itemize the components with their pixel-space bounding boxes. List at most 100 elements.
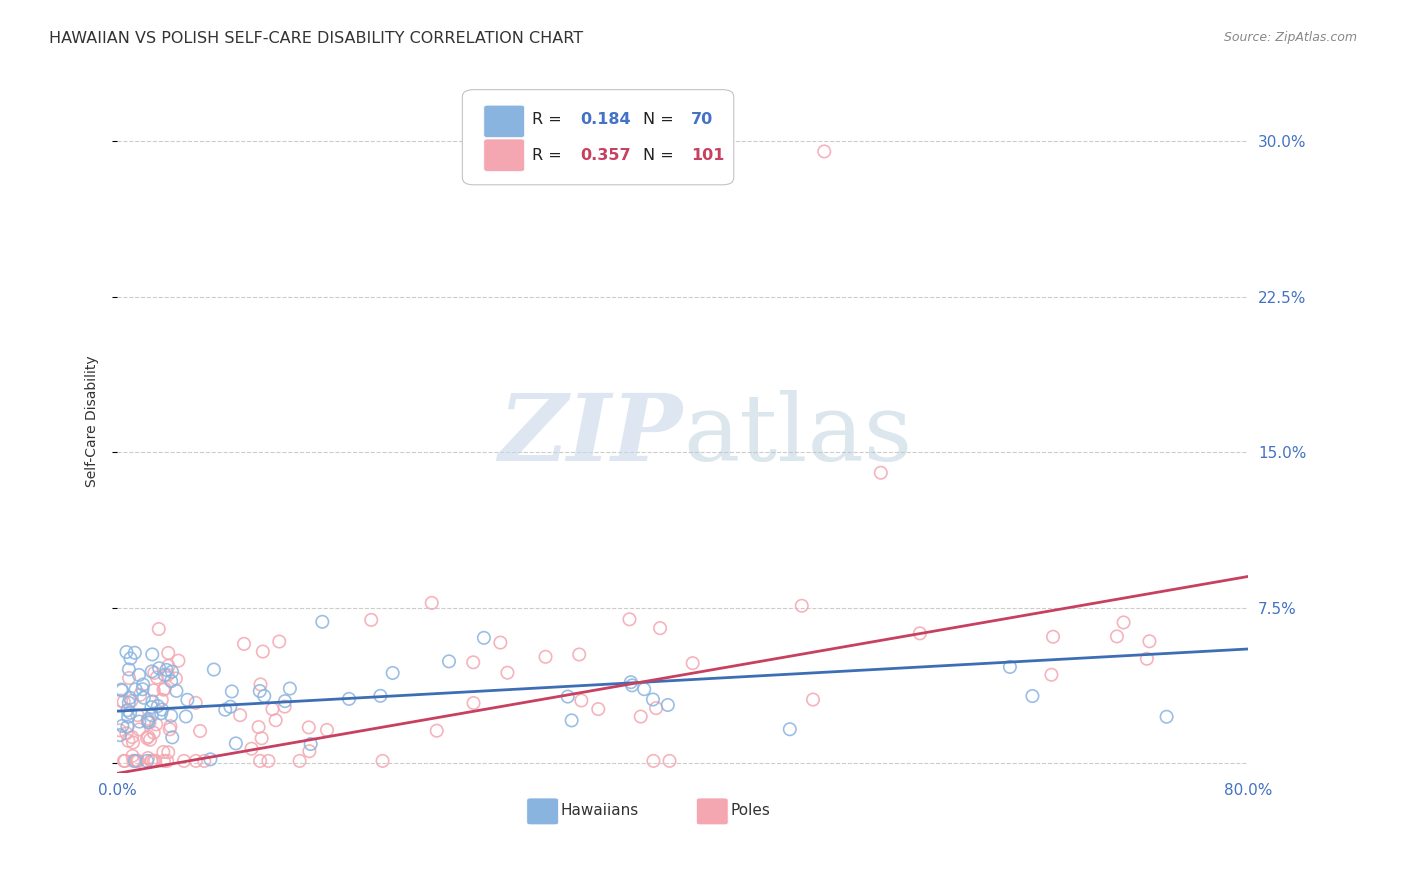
Text: 70: 70	[690, 112, 713, 128]
Point	[112, 695, 135, 709]
Point	[619, 612, 641, 626]
Point	[588, 702, 610, 716]
Point	[128, 714, 150, 729]
Point	[214, 703, 236, 717]
Point	[658, 754, 681, 768]
Point	[249, 754, 271, 768]
Point	[633, 682, 655, 697]
Point	[184, 696, 207, 710]
Point	[311, 615, 333, 629]
Point	[641, 692, 664, 706]
Point	[371, 754, 394, 768]
FancyBboxPatch shape	[463, 90, 734, 185]
Point	[643, 754, 665, 768]
Point	[437, 654, 460, 668]
Point	[370, 689, 392, 703]
Text: 0.357: 0.357	[579, 148, 630, 162]
Point	[141, 700, 163, 714]
Point	[118, 671, 141, 685]
Point	[1139, 634, 1161, 648]
Point	[117, 720, 139, 734]
Point	[682, 656, 704, 670]
Point	[118, 696, 141, 710]
Point	[141, 754, 163, 768]
Point	[142, 683, 165, 698]
Point	[620, 675, 643, 690]
Point	[125, 754, 148, 768]
Point	[489, 635, 512, 649]
Point	[200, 752, 222, 766]
Point	[381, 665, 404, 680]
Point	[463, 655, 485, 669]
Point	[157, 745, 180, 759]
Point	[122, 754, 145, 768]
Point	[1042, 630, 1064, 644]
Point	[249, 677, 271, 691]
Point	[121, 748, 143, 763]
Point	[150, 693, 173, 707]
Point	[1136, 652, 1159, 666]
Point	[156, 754, 179, 768]
Point	[122, 735, 145, 749]
Text: Poles: Poles	[730, 803, 770, 818]
Point	[141, 665, 163, 679]
Point	[153, 668, 176, 682]
Point	[174, 709, 197, 723]
Point	[157, 658, 180, 673]
Text: Hawaiians: Hawaiians	[561, 803, 638, 818]
Point	[278, 681, 301, 696]
Point	[162, 731, 184, 745]
Point	[316, 723, 339, 737]
Point	[630, 709, 652, 723]
Point	[136, 715, 159, 730]
Point	[111, 719, 134, 733]
Point	[569, 693, 592, 707]
Point	[121, 730, 143, 744]
Point	[159, 723, 181, 737]
Point	[229, 708, 252, 723]
Point	[127, 754, 149, 768]
Point	[120, 651, 142, 665]
Point	[908, 626, 931, 640]
Point	[118, 690, 141, 705]
Point	[250, 731, 273, 746]
Point	[150, 702, 173, 716]
Point	[124, 646, 146, 660]
Point	[141, 648, 163, 662]
Point	[136, 751, 159, 765]
Point	[299, 737, 322, 751]
Point	[148, 661, 170, 675]
Point	[146, 699, 169, 714]
Point	[1112, 615, 1135, 630]
Point	[472, 631, 495, 645]
Point	[257, 754, 280, 768]
Point	[139, 732, 162, 747]
Point	[153, 754, 176, 768]
Text: N =: N =	[644, 112, 679, 128]
Point	[156, 668, 179, 682]
Point	[117, 733, 139, 747]
Point	[142, 725, 165, 739]
Point	[264, 713, 287, 727]
Point	[114, 754, 136, 768]
Point	[153, 681, 176, 696]
Point	[141, 708, 163, 723]
Text: R =: R =	[533, 148, 568, 162]
Point	[143, 754, 166, 768]
Point	[657, 698, 679, 712]
Point	[118, 662, 141, 676]
Point	[240, 741, 263, 756]
Point	[143, 665, 166, 680]
Point	[108, 723, 131, 738]
Point	[128, 723, 150, 737]
Point	[337, 692, 360, 706]
Point	[155, 663, 177, 677]
Point	[233, 637, 256, 651]
Point	[142, 754, 165, 768]
Point	[219, 699, 242, 714]
Point	[249, 684, 271, 698]
Point	[202, 663, 225, 677]
Point	[779, 723, 801, 737]
Point	[120, 694, 142, 708]
Point	[557, 690, 579, 704]
